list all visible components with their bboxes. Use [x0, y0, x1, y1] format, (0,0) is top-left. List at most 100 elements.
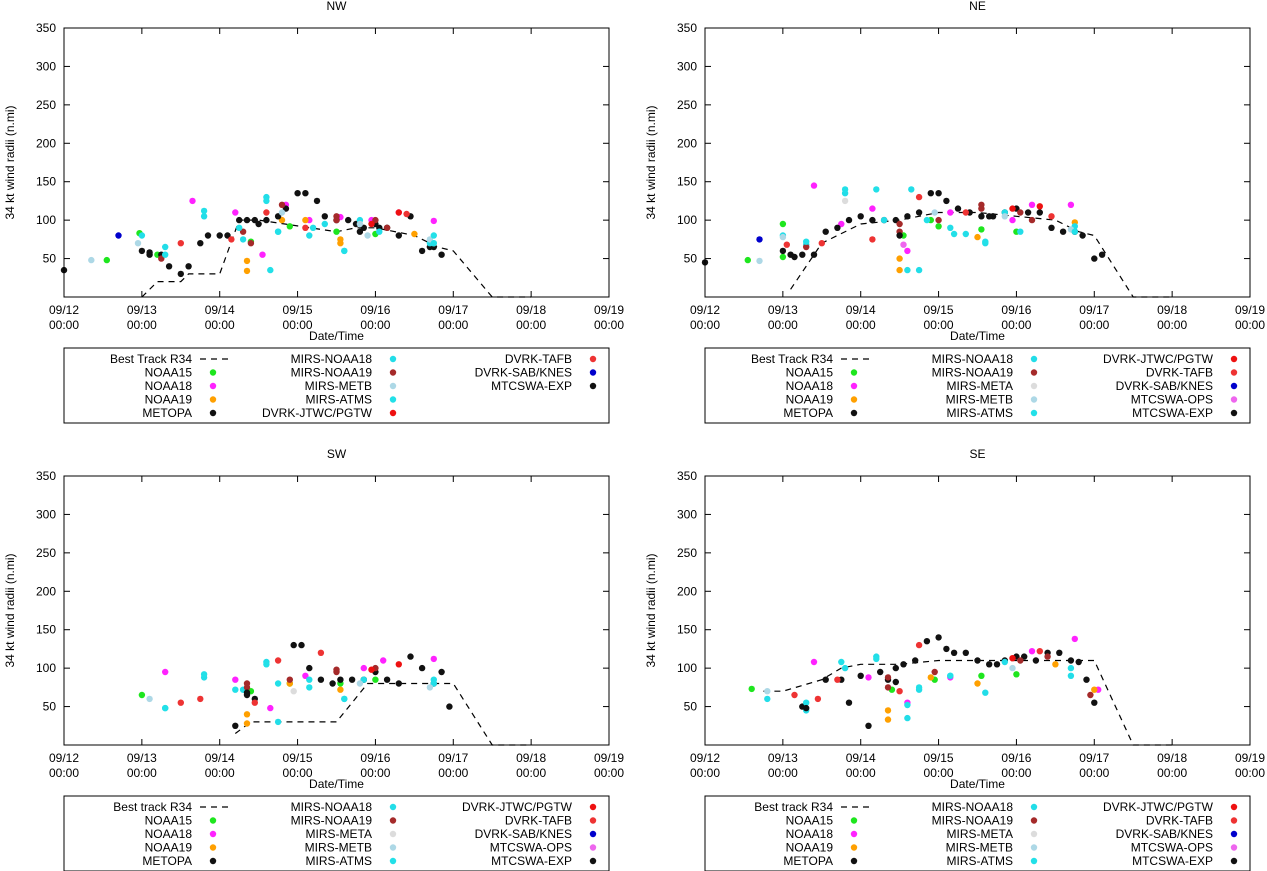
point-dvrk-tafb — [834, 676, 841, 683]
point-dvrk-tafb — [896, 688, 903, 695]
y-tick-label: 300 — [677, 59, 697, 73]
legend-label: MTCSWA-EXP — [1132, 854, 1213, 868]
point-mirs-noaa18 — [162, 243, 169, 251]
x-tick-label: 00:00 — [127, 318, 157, 332]
legend-label: MIRS-NOAA19 — [291, 366, 373, 380]
point-noaa18 — [189, 197, 196, 205]
point-noaa18 — [1028, 648, 1036, 655]
x-tick-label: 00:00 — [1157, 318, 1187, 332]
legend-swatch-mtcswa-ops — [1230, 396, 1238, 403]
legend-swatch-mtcswa-exp — [589, 857, 597, 865]
point-mirs-noaa18 — [1067, 672, 1075, 679]
legend-label: MIRS-NOAA18 — [932, 352, 1014, 366]
point-metopa — [1075, 658, 1082, 666]
legend-label: MIRS-ATMS — [306, 854, 372, 868]
y-tick-label: 300 — [677, 507, 697, 521]
point-mirs-metb — [278, 209, 286, 216]
legend-swatch-noaa19 — [209, 844, 217, 851]
y-tick-label: 100 — [677, 661, 697, 675]
point-metopa — [943, 197, 950, 205]
point-metopa — [993, 661, 1001, 668]
x-tick-label: 09/17 — [438, 303, 468, 317]
point-mirs-noaa18 — [321, 220, 328, 228]
point-mirs-noaa19 — [884, 674, 892, 681]
legend-label: MIRS-META — [947, 379, 1013, 393]
point-mirs-noaa19 — [1087, 691, 1094, 699]
legend-swatch-mirs-metb — [1030, 844, 1038, 851]
point-metopa — [845, 699, 853, 706]
point-noaa18 — [360, 664, 367, 672]
x-tick-label: 00:00 — [283, 766, 313, 780]
legend-label: DVRK-JTWC/PGTW — [462, 800, 573, 814]
point-noaa19 — [896, 255, 903, 262]
point-metopa — [138, 247, 146, 255]
legend-label: MIRS-ATMS — [947, 854, 1013, 868]
point-mirs-atms — [904, 266, 911, 274]
x-tick-label: 00:00 — [516, 318, 546, 332]
point-metopa — [822, 676, 829, 683]
legend-swatch-dvrk-sab-knes — [1230, 830, 1238, 838]
point-noaa18 — [810, 182, 818, 189]
y-axis-label: 34 kt wind radii (n.mi) — [3, 105, 17, 219]
x-axis-label: Date/Time — [309, 329, 364, 343]
point-metopa — [348, 676, 356, 683]
chart-panel-sw: SW5010015020025030035009/1200:0009/1300:… — [3, 447, 624, 871]
y-axis-label: 34 kt wind radii (n.mi) — [644, 553, 658, 667]
x-tick-label: 00:00 — [283, 318, 313, 332]
legend-swatch-mirs-meta — [1030, 382, 1038, 390]
legend-label: MTCSWA-EXP — [1132, 406, 1213, 420]
point-mirs-atms — [803, 699, 810, 706]
y-tick-label: 200 — [677, 136, 697, 150]
point-noaa18 — [267, 704, 274, 712]
legend-swatch-mirs-meta — [1030, 830, 1038, 838]
point-mirs-noaa19 — [935, 216, 942, 224]
legend-swatch-mirs-noaa18 — [389, 803, 397, 811]
x-axis-label: Date/Time — [309, 777, 364, 791]
y-tick-label: 250 — [677, 98, 697, 112]
point-noaa19 — [337, 240, 344, 247]
legend-swatch-metopa — [850, 857, 858, 865]
point-metopa — [935, 634, 942, 641]
point-dvrk-tafb — [403, 210, 410, 218]
chart-title: SW — [327, 447, 347, 461]
y-tick-label: 100 — [36, 213, 56, 227]
x-tick-label: 09/17 — [1079, 751, 1109, 765]
legend-swatch-dvrk-tafb — [589, 355, 597, 363]
legend-label: DVRK-TAFB — [505, 814, 572, 828]
point-mirs-meta — [841, 197, 849, 205]
point-metopa — [263, 216, 270, 224]
point-metopa — [1083, 676, 1090, 683]
x-tick-label: 00:00 — [49, 318, 79, 332]
legend-swatch-dvrk-jtwc-pgtw — [389, 409, 397, 417]
point-mirs-metb — [779, 233, 787, 241]
point-noaa19 — [411, 230, 418, 238]
point-metopa — [1091, 699, 1098, 706]
point-mirs-atms — [162, 251, 169, 258]
point-mirs-noaa18 — [306, 676, 313, 683]
point-mirs-noaa19 — [333, 216, 340, 224]
x-tick-label: 00:00 — [49, 766, 79, 780]
y-tick-label: 350 — [36, 21, 56, 35]
point-noaa18 — [380, 657, 387, 664]
point-noaa19 — [243, 720, 251, 727]
point-noaa18 — [1071, 635, 1079, 643]
point-dvrk-jtwc-pgtw — [368, 220, 375, 228]
y-tick-label: 50 — [684, 252, 698, 266]
point-noaa18 — [162, 668, 169, 676]
point-dvrk-tafb — [814, 695, 822, 703]
y-tick-label: 300 — [36, 507, 56, 521]
y-tick-label: 50 — [43, 700, 57, 714]
legend-label: DVRK-JTWC/PGTW — [262, 406, 373, 420]
y-tick-label: 250 — [677, 546, 697, 560]
point-mirs-atms — [904, 701, 911, 709]
legend-swatch-mirs-atms — [389, 857, 397, 865]
point-mirs-atms — [873, 655, 880, 663]
y-tick-label: 350 — [677, 21, 697, 35]
point-mirs-noaa19 — [931, 668, 938, 676]
point-metopa — [1032, 657, 1040, 664]
point-metopa — [216, 232, 223, 239]
point-mirs-noaa19 — [978, 205, 985, 212]
point-metopa — [857, 672, 864, 679]
x-tick-label: 09/12 — [49, 751, 79, 765]
